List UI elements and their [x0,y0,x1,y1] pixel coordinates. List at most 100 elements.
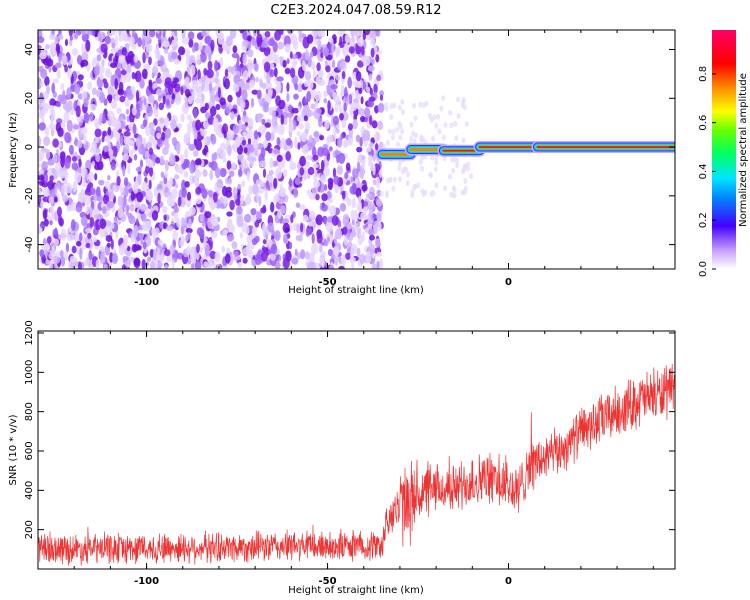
noise-speck [363,205,368,215]
noise-speck [117,206,124,219]
noise-speck [57,206,62,217]
noise-speck [335,75,340,81]
noise-speck [276,76,284,82]
noise-speck [57,181,61,190]
noise-speck [163,186,170,198]
noise-speck [115,131,120,142]
noise-speck [267,54,271,62]
noise-speck-faint [461,137,466,144]
noise-speck-faint [395,141,400,148]
spectrogram-frame [37,29,676,270]
noise-speck [188,218,192,228]
noise-speck [199,246,203,253]
noise-speck [276,137,281,146]
noise-speck [225,253,231,264]
noise-speck [38,36,45,44]
noise-speck [145,191,149,197]
noise-speck [263,61,271,73]
noise-speck [296,131,301,137]
noise-speck [313,130,320,139]
noise-speck [155,157,161,164]
noise-speck [144,220,152,232]
noise-speck [226,160,232,170]
noise-speck [309,210,316,220]
noise-speck-faint [413,132,418,139]
noise-speck [136,90,140,102]
noise-speck [39,249,45,258]
noise-speck [196,243,200,254]
noise-speck [154,60,159,69]
noise-speck [69,35,73,41]
noise-speck [334,102,339,113]
noise-speck [110,100,118,110]
noise-speck [89,146,97,154]
noise-speck [86,184,91,194]
noise-speck [320,256,325,263]
noise-speck [169,177,174,187]
noise-speck [261,82,267,90]
noise-speck [171,93,176,100]
noise-speck [189,206,196,216]
noise-speck [341,70,346,80]
noise-speck [311,30,318,39]
noise-speck [40,199,44,210]
noise-speck [64,132,72,144]
noise-speck [56,62,62,69]
noise-speck [156,247,160,258]
noise-speck [177,123,183,129]
noise-speck [214,167,221,179]
noise-speck [351,197,356,209]
spectrogram-signal-line [375,141,675,161]
noise-speck [290,214,294,224]
noise-speck [296,115,304,123]
noise-speck [251,36,256,47]
noise-speck [362,81,367,90]
noise-speck [301,59,306,71]
noise-speck [176,164,184,174]
noise-speck [60,94,67,105]
noise-speck [204,45,212,56]
noise-speck [270,243,278,255]
noise-speck [121,47,127,56]
noise-speck [264,122,271,128]
noise-speck [38,44,42,51]
noise-speck [80,30,87,36]
noise-speck [143,119,148,128]
noise-speck [374,238,381,248]
noise-speck [124,98,131,107]
noise-speck [145,43,153,54]
noise-speck-faint [392,176,397,183]
noise-speck [305,227,310,237]
noise-speck [184,181,190,188]
noise-speck [268,38,275,47]
noise-speck [247,242,252,250]
noise-speck [114,95,120,102]
noise-speck [363,215,369,220]
noise-speck [357,60,364,68]
noise-speck [242,53,247,65]
noise-speck [128,36,135,47]
noise-speck [102,131,106,139]
noise-speck [248,144,255,153]
noise-speck [258,196,262,207]
noise-speck [289,241,293,250]
noise-speck [102,112,106,125]
noise-speck [369,30,377,40]
noise-speck-faint [384,102,389,109]
noise-speck [222,157,227,163]
noise-speck [322,250,326,257]
noise-speck [294,137,298,149]
noise-speck [307,261,315,269]
noise-speck [288,177,293,188]
noise-speck [376,260,380,269]
noise-speck [48,123,56,131]
noise-speck [127,212,133,220]
noise-speck [315,193,320,201]
noise-speck [201,30,207,37]
noise-speck [40,80,44,88]
noise-speck [193,131,198,139]
noise-speck-faint [409,135,414,142]
noise-speck [254,253,262,266]
noise-speck [148,135,155,144]
noise-speck [377,102,385,113]
